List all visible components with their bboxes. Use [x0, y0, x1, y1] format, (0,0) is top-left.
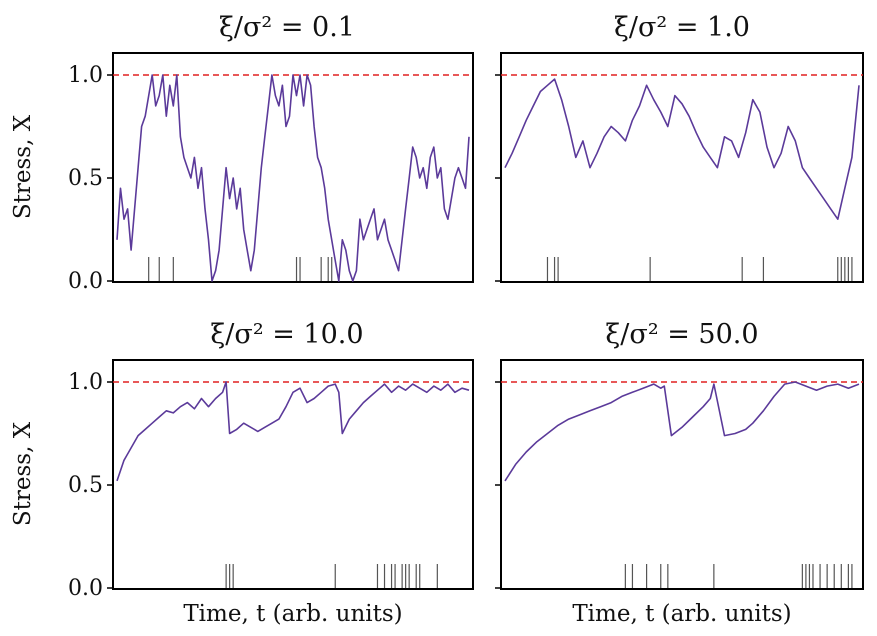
stress-series-line	[504, 78, 860, 220]
y-tick-label: 0.5	[68, 166, 103, 191]
panel-1: ξ/σ² = 0.1 0.0 0.5 1.0	[68, 12, 474, 294]
panel-3-title: ξ/σ² = 10.0	[210, 319, 363, 350]
panel-3-axes	[112, 359, 474, 590]
panel-4: ξ/σ² = 50.0	[495, 319, 864, 590]
xlabel-left: Time, t (arb. units)	[183, 601, 402, 627]
panel-4-axes	[500, 359, 864, 590]
ylabel-bottom: Stress, X	[10, 421, 36, 526]
y-tick-label: 0.0	[68, 269, 103, 294]
xlabel-right: Time, t (arb. units)	[572, 601, 791, 627]
panel-1-title: ξ/σ² = 0.1	[219, 12, 355, 43]
panel-3: ξ/σ² = 10.0 0.0 0.5 1.0	[68, 319, 474, 601]
ylabel-top: Stress, X	[10, 114, 36, 219]
y-tick-label: 1.0	[68, 63, 103, 88]
y-tick-label: 1.0	[68, 370, 103, 395]
stress-series-line	[116, 381, 470, 482]
panel-2: ξ/σ² = 1.0	[495, 12, 864, 283]
panel-2-title: ξ/σ² = 1.0	[614, 12, 750, 43]
panel-2-axes	[500, 52, 864, 283]
y-tick-label: 0.0	[68, 576, 103, 601]
stress-series-line	[504, 381, 860, 482]
y-tick-label: 0.5	[68, 473, 103, 498]
stress-series-line	[116, 74, 470, 282]
panel-4-title: ξ/σ² = 50.0	[605, 319, 758, 350]
panel-1-axes	[112, 52, 474, 283]
